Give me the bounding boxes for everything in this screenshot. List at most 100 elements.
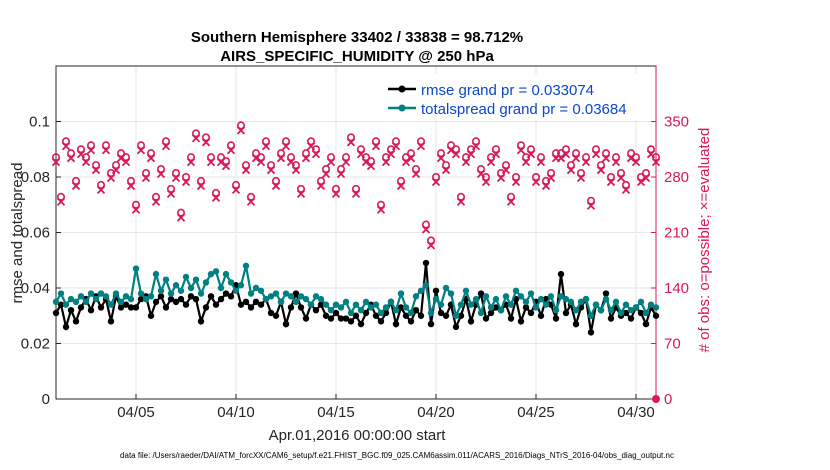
- obs-evaluated-stroke: [521, 158, 531, 167]
- totalspread-point: [162, 276, 170, 283]
- obs-evaluated-stroke: [126, 181, 136, 191]
- obs-possible-marker: [301, 149, 310, 158]
- obs-evaluated-stroke: [271, 181, 281, 191]
- obs-possible-marker: [506, 192, 515, 201]
- rmse-point: [352, 312, 360, 319]
- obs-evaluated-marker: [591, 150, 601, 159]
- obs-evaluated-stroke: [386, 150, 396, 159]
- rmse-point: [322, 312, 330, 319]
- obs-evaluated-stroke: [156, 169, 166, 179]
- rmse-point: [452, 323, 460, 331]
- obs-possible-marker: [247, 192, 256, 201]
- obs-possible-marker: [421, 220, 430, 229]
- y-right-tick-label: 280: [664, 169, 689, 186]
- obs-possible-marker: [311, 145, 320, 154]
- obs-evaluated-stroke: [341, 158, 351, 167]
- totalspread-point: [72, 298, 80, 306]
- obs-possible-marker: [172, 169, 181, 178]
- rmse-point: [57, 301, 65, 308]
- rmse-point: [217, 295, 225, 303]
- obs-evaluated-marker: [141, 173, 151, 183]
- obs-evaluated-stroke: [406, 154, 416, 163]
- totalspread-point: [52, 298, 60, 306]
- y-tick-label: 0.1: [29, 114, 50, 131]
- totalspread-point: [107, 301, 115, 308]
- rmse-point: [212, 301, 220, 308]
- obs-evaluated-marker: [221, 161, 231, 171]
- obs-evaluated-marker: [586, 201, 596, 210]
- totalspread-point: [552, 307, 560, 314]
- obs-evaluated-stroke: [606, 177, 616, 187]
- obs-evaluated-marker: [231, 185, 241, 195]
- obs-evaluated-marker: [186, 158, 196, 167]
- totalspread-point: [387, 298, 395, 306]
- rmse-point: [87, 307, 95, 314]
- obs-possible-marker: [571, 149, 580, 158]
- totalspread-point: [187, 284, 195, 292]
- totalspread-point: [562, 295, 570, 303]
- obs-evaluated-marker: [481, 177, 491, 187]
- rmse-point: [622, 309, 630, 317]
- obs-evaluated-stroke: [641, 173, 651, 183]
- rmse-point: [482, 315, 490, 322]
- totalspread-point: [262, 295, 270, 303]
- rmse-point: [187, 293, 195, 300]
- rmse-point: [382, 309, 390, 317]
- obs-evaluated-stroke: [241, 165, 251, 175]
- totalspread-point: [587, 312, 595, 319]
- totalspread-point: [447, 290, 455, 297]
- rmse-point: [302, 315, 310, 322]
- obs-evaluated-marker: [91, 165, 101, 175]
- obs-evaluated-marker: [161, 142, 171, 151]
- y-tick-label: 0.02: [21, 336, 50, 353]
- totalspread-point: [622, 301, 630, 308]
- obs-evaluated-marker: [121, 158, 131, 167]
- totalspread-point: [417, 287, 425, 294]
- obs-possible-marker: [212, 188, 221, 197]
- obs-evaluated-marker: [596, 165, 606, 175]
- obs-evaluated-marker: [206, 158, 216, 167]
- totalspread-point: [452, 312, 460, 319]
- obs-evaluated-stroke: [581, 158, 591, 167]
- rmse-point: [222, 290, 230, 297]
- obs-evaluated-stroke: [146, 154, 156, 163]
- totalspread-point: [437, 301, 445, 308]
- obs-evaluated-marker: [126, 181, 136, 191]
- obs-evaluated-marker: [111, 165, 121, 175]
- obs-possible-marker: [157, 165, 166, 174]
- obs-evaluated-stroke: [586, 201, 596, 210]
- obs-evaluated-stroke: [331, 189, 341, 198]
- obs-possible-marker: [132, 200, 141, 209]
- obs-evaluated-stroke: [391, 142, 401, 151]
- obs-evaluated-marker: [371, 142, 381, 151]
- totalspread-point: [202, 279, 210, 286]
- totalspread-point: [227, 279, 235, 286]
- totalspread-point: [442, 284, 450, 292]
- obs-evaluated-marker: [496, 173, 506, 183]
- obs-possible-marker: [406, 149, 415, 158]
- totalspread-point: [62, 301, 70, 308]
- obs-possible-marker: [361, 153, 370, 162]
- obs-evaluated-marker: [506, 197, 516, 206]
- obs-evaluated-stroke: [346, 138, 356, 147]
- rmse-point: [207, 293, 215, 300]
- obs-evaluated-stroke: [256, 158, 266, 167]
- rmse-point: [372, 312, 380, 319]
- totalspread-point: [537, 295, 545, 303]
- rmse-point: [432, 287, 440, 294]
- totalspread-point: [532, 304, 540, 311]
- rmse-point: [642, 320, 650, 328]
- rmse-point: [152, 298, 160, 306]
- legend-rmse-label: rmse grand pr = 0.033074: [421, 82, 594, 99]
- totalspread-point: [272, 290, 280, 297]
- y-axis-left: 0 0.02 0.04 0.06 0.08 0.1: [21, 114, 61, 408]
- obs-evaluated-marker: [321, 169, 331, 179]
- obs-possible-marker: [167, 184, 176, 193]
- obs-possible-marker: [72, 176, 81, 185]
- rmse-point: [412, 307, 420, 314]
- obs-evaluated-stroke: [541, 181, 551, 191]
- totalspread-point: [102, 293, 110, 300]
- obs-evaluated-stroke: [306, 142, 316, 151]
- obs-possible-marker: [346, 133, 355, 142]
- totalspread-point: [497, 307, 505, 314]
